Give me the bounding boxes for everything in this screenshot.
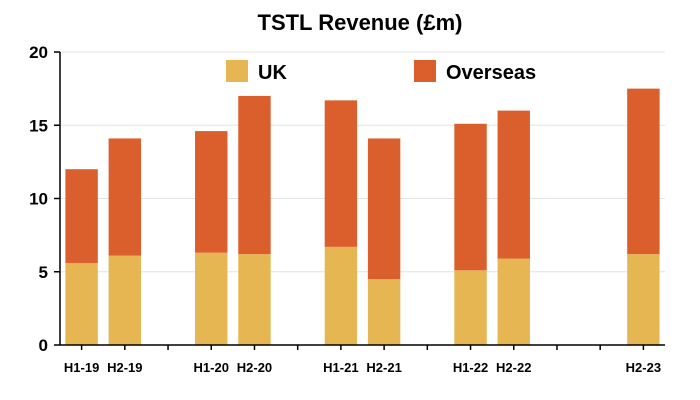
bar-overseas-h1-19 [65, 169, 98, 263]
bar-uk-h2-23 [627, 254, 660, 345]
y-tick-label: 0 [39, 336, 48, 355]
x-tick-label: H2-23 [626, 360, 661, 375]
y-tick-labels: 0 5 10 15 20 [29, 43, 60, 355]
x-tick-label: H1-20 [194, 360, 229, 375]
bar-uk-h2-21 [367, 279, 401, 345]
x-tick-label: H2-20 [237, 360, 272, 375]
bar-overseas-h2-19 [108, 138, 142, 256]
bar-uk-h1-20 [195, 252, 228, 345]
y-tick-label: 5 [39, 263, 48, 282]
bar-overseas-h1-22 [454, 123, 487, 271]
x-tick-label: H2-19 [107, 360, 142, 375]
x-tick-label: H2-22 [496, 360, 531, 375]
x-tick-labels: H1-19 H2-19 H1-20 H2-20 H1-21 H2-21 H1-22 H2-22… [64, 345, 661, 375]
x-tick-label: H2-21 [366, 360, 401, 375]
bar-overseas-h1-20 [195, 131, 228, 253]
bar-uk-h2-22 [497, 258, 530, 345]
bar-overseas-h2-20 [238, 95, 271, 255]
legend-label-overseas: Overseas [446, 62, 536, 84]
chart-title: TSTL Revenue (£m) [258, 10, 463, 35]
x-tick-label: H1-19 [64, 360, 99, 375]
gridlines [60, 51, 665, 273]
bar-overseas-h2-22 [497, 110, 530, 259]
legend-label-uk: UK [258, 62, 287, 84]
legend-swatch-overseas [414, 60, 436, 82]
bar-overseas-h1-21 [324, 100, 358, 247]
bar-uk-h2-20 [238, 254, 271, 345]
y-tick-label: 15 [29, 116, 48, 135]
bar-overseas-h2-21 [367, 138, 401, 280]
legend-swatch-uk [226, 60, 248, 82]
bar-uk-h1-22 [454, 270, 487, 345]
bar-uk-h2-19 [108, 255, 142, 345]
bar-uk-h1-19 [65, 262, 98, 345]
x-tick-label: H1-21 [323, 360, 358, 375]
bars [65, 88, 660, 345]
x-tick-label: H1-22 [453, 360, 488, 375]
bar-uk-h1-21 [324, 246, 358, 345]
y-tick-label: 10 [29, 190, 48, 209]
bar-overseas-h2-23 [627, 88, 660, 255]
legend: UK Overseas [226, 60, 536, 84]
y-tick-label: 20 [29, 43, 48, 62]
